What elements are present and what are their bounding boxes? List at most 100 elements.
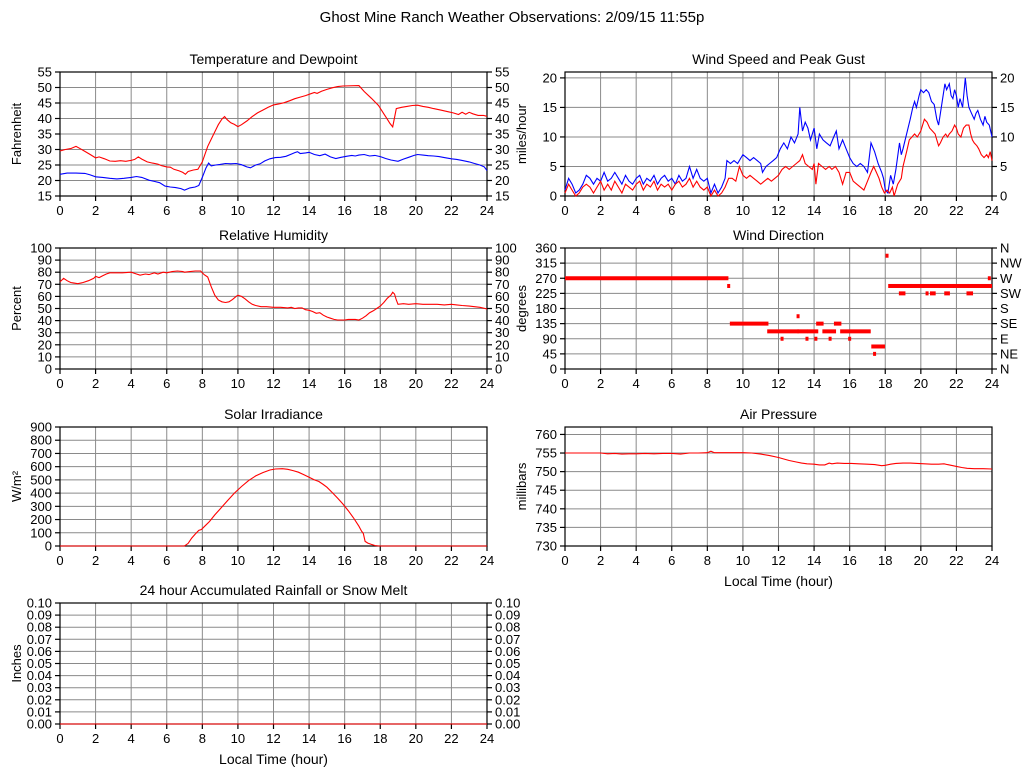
svg-text:100: 100: [30, 525, 52, 540]
svg-text:12: 12: [266, 731, 280, 746]
svg-text:0.10: 0.10: [495, 596, 520, 611]
svg-text:4: 4: [128, 376, 135, 391]
svg-text:5: 5: [1000, 159, 1007, 174]
svg-text:W: W: [1000, 271, 1013, 286]
svg-text:4: 4: [128, 553, 135, 568]
svg-text:0.01: 0.01: [27, 704, 52, 719]
svg-text:0: 0: [1000, 189, 1007, 204]
svg-text:18: 18: [878, 553, 892, 568]
svg-text:24: 24: [480, 376, 494, 391]
svg-text:40: 40: [38, 111, 52, 126]
svg-text:0.03: 0.03: [27, 680, 52, 695]
peak-gust-line: [564, 77, 993, 195]
svg-text:45: 45: [543, 346, 557, 361]
solar-y-axis-label: W/m²: [9, 470, 24, 502]
svg-text:0: 0: [45, 539, 52, 554]
svg-text:6: 6: [163, 731, 170, 746]
svg-text:50: 50: [495, 301, 509, 316]
svg-text:0.08: 0.08: [495, 620, 520, 635]
svg-text:2: 2: [92, 731, 99, 746]
svg-text:25: 25: [495, 158, 509, 173]
svg-text:60: 60: [38, 289, 52, 304]
svg-text:755: 755: [535, 446, 557, 461]
svg-text:80: 80: [495, 265, 509, 280]
svg-text:12: 12: [771, 553, 785, 568]
svg-text:10: 10: [736, 553, 750, 568]
temperature-y-axis-label: Fahrenheit: [9, 103, 24, 166]
svg-text:24: 24: [480, 731, 494, 746]
svg-text:80: 80: [38, 265, 52, 280]
svg-text:16: 16: [337, 203, 351, 218]
wind-direction-segment: [816, 321, 824, 326]
svg-text:0: 0: [56, 731, 63, 746]
svg-text:40: 40: [495, 313, 509, 328]
svg-text:18: 18: [373, 376, 387, 391]
svg-text:20: 20: [409, 553, 423, 568]
svg-text:14: 14: [302, 203, 316, 218]
svg-text:8: 8: [704, 553, 711, 568]
svg-text:15: 15: [543, 100, 557, 115]
wind-speed-line: [564, 118, 993, 198]
svg-text:225: 225: [535, 286, 557, 301]
svg-text:24: 24: [985, 203, 999, 218]
svg-text:0.03: 0.03: [495, 680, 520, 695]
svg-text:90: 90: [38, 253, 52, 268]
wind-direction-segment: [944, 291, 950, 296]
chart-air-pressure: 730 735 740 745 750 755 760 0 2 4 6 8 10 12 14 16 18 20 22…: [513, 403, 1024, 590]
svg-text:4: 4: [128, 731, 135, 746]
svg-text:10: 10: [736, 203, 750, 218]
svg-text:0.09: 0.09: [495, 608, 520, 623]
wind-direction-segment: [966, 291, 974, 296]
wind-direction-segment: [888, 283, 912, 288]
svg-text:45: 45: [38, 96, 52, 111]
svg-text:90: 90: [543, 331, 557, 346]
svg-text:16: 16: [842, 553, 856, 568]
wind-direction-segment: [828, 336, 832, 341]
wind-direction-segment: [797, 329, 808, 334]
svg-text:6: 6: [668, 376, 675, 391]
wind-direction-segment: [987, 276, 991, 281]
svg-text:0: 0: [56, 553, 63, 568]
svg-text:0.00: 0.00: [495, 717, 520, 732]
svg-text:70: 70: [38, 277, 52, 292]
chart-temperature-dewpoint: 15 15 20 20 25 25 30 30 35 35 40 40 45 45 50 50 55 55 0 2 4 6…: [8, 48, 521, 240]
temperature-line: [59, 85, 488, 176]
svg-text:100: 100: [30, 241, 52, 256]
svg-text:10: 10: [1000, 129, 1014, 144]
svg-text:12: 12: [771, 203, 785, 218]
wind-direction-segment: [873, 351, 877, 356]
chart-relative-humidity: 0 0 10 10 20 20 30 30 40 40 50 50 60 60 70 70 80 80 90 90 10…: [8, 224, 521, 413]
svg-text:50: 50: [38, 301, 52, 316]
svg-text:14: 14: [302, 731, 316, 746]
svg-text:20: 20: [914, 203, 928, 218]
svg-text:12: 12: [266, 553, 280, 568]
svg-text:4: 4: [633, 553, 640, 568]
svg-text:14: 14: [302, 376, 316, 391]
svg-text:4: 4: [128, 203, 135, 218]
wind-direction-segment: [805, 336, 809, 341]
svg-text:0: 0: [45, 362, 52, 377]
wind_speed-y-axis-label: miles/hour: [514, 103, 529, 164]
svg-text:40: 40: [38, 313, 52, 328]
wind-direction-segment: [885, 253, 889, 258]
svg-text:10: 10: [231, 731, 245, 746]
wind-direction-segment: [565, 276, 729, 281]
svg-text:16: 16: [842, 376, 856, 391]
wind_speed-title: Wind Speed and Peak Gust: [692, 51, 865, 67]
pressure-x-axis-label: Local Time (hour): [724, 573, 833, 589]
svg-text:24: 24: [480, 553, 494, 568]
wind-direction-segment: [814, 336, 818, 341]
svg-text:16: 16: [337, 553, 351, 568]
svg-text:55: 55: [38, 65, 52, 80]
svg-text:735: 735: [535, 520, 557, 535]
svg-text:16: 16: [842, 203, 856, 218]
wind-direction-segment: [833, 321, 842, 326]
rain-x-axis-label: Local Time (hour): [219, 751, 328, 767]
svg-text:20: 20: [38, 337, 52, 352]
svg-text:900: 900: [30, 420, 52, 435]
wind-direction-segment: [807, 329, 819, 334]
wind-direction-segment: [871, 344, 885, 349]
svg-text:24: 24: [985, 553, 999, 568]
wind-direction-segment: [930, 291, 936, 296]
svg-text:20: 20: [543, 70, 557, 85]
